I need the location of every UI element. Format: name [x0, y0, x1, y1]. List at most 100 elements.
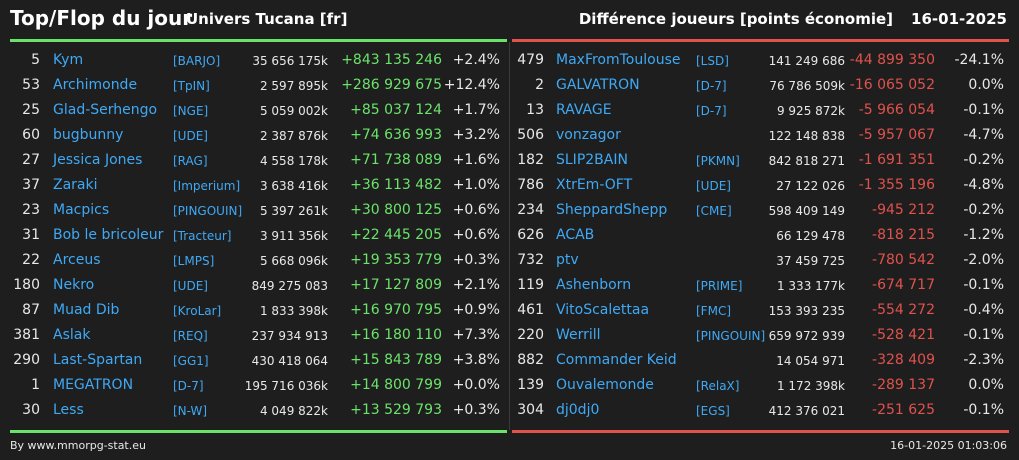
- player-name-link[interactable]: Arceus: [53, 252, 101, 268]
- guild-tag-link[interactable]: [KroLar]: [173, 304, 222, 318]
- guild-tag-link[interactable]: [PKMN]: [696, 154, 740, 168]
- percent-change: +1.7%: [452, 102, 500, 118]
- points-difference: -780 542: [872, 252, 935, 268]
- guild-tag-link[interactable]: [PRIME]: [696, 279, 743, 293]
- guild-tag-link[interactable]: [FMC]: [696, 304, 731, 318]
- player-row: 234 SheppardShepp [CME] 598 409 149 -945 212…: [510, 198, 1019, 223]
- player-name-link[interactable]: Ashenborn: [556, 277, 632, 293]
- player-name-link[interactable]: GALVATRON: [556, 77, 640, 93]
- guild-tag-link[interactable]: [LMPS]: [173, 254, 215, 268]
- player-points: 35 656 175k: [252, 54, 328, 68]
- player-name-link[interactable]: Zaraki: [53, 177, 98, 193]
- percent-change: +0.6%: [452, 227, 500, 243]
- player-name-link[interactable]: Muad Dib: [53, 302, 120, 318]
- player-row: 304 dj0dj0 [EGS] 412 376 021 -251 625 -0.1%: [510, 398, 1019, 423]
- page-title: Top/Flop du jour: [10, 6, 193, 30]
- player-points: 412 376 021: [768, 404, 845, 418]
- points-difference: +14 800 799: [350, 377, 442, 393]
- guild-tag-link[interactable]: [TpIN]: [173, 79, 210, 93]
- player-name-link[interactable]: Nekro: [53, 277, 95, 293]
- player-name-link[interactable]: vonzagor: [556, 127, 621, 143]
- guild-tag-link[interactable]: [REQ]: [173, 329, 208, 343]
- footer-credit-link[interactable]: By www.mmorpg-stat.eu: [10, 439, 146, 452]
- flop-divider-red: [512, 39, 1009, 42]
- points-difference: +74 636 993: [350, 127, 442, 143]
- footer-timestamp: 16-01-2025 01:03:06: [890, 439, 1007, 452]
- player-name-link[interactable]: ACAB: [556, 227, 595, 243]
- player-name-link[interactable]: Ouvalemonde: [556, 377, 654, 393]
- guild-tag-link[interactable]: [BARJO]: [173, 54, 221, 68]
- player-row: 37 Zaraki [Imperium] 3 638 416k +36 113 482 +…: [0, 173, 509, 198]
- guild-tag-link[interactable]: [UDE]: [696, 179, 731, 193]
- guild-tag-link[interactable]: [CME]: [696, 204, 732, 218]
- player-name-link[interactable]: dj0dj0: [556, 402, 600, 418]
- points-difference: -44 899 350: [849, 52, 935, 68]
- player-name-link[interactable]: XtrEm-OFT: [556, 177, 633, 193]
- points-difference: -674 717: [872, 277, 935, 293]
- player-name-link[interactable]: Archimonde: [53, 77, 138, 93]
- guild-tag-link[interactable]: [Imperium]: [173, 179, 241, 193]
- player-name-link[interactable]: RAVAGE: [556, 102, 612, 118]
- player-points: 1 172 398k: [776, 379, 845, 393]
- player-name-link[interactable]: MEGATRON: [53, 377, 134, 393]
- player-rank: 22: [22, 252, 40, 268]
- player-points: 1 333 177k: [776, 279, 845, 293]
- guild-tag-link[interactable]: [GG1]: [173, 354, 209, 368]
- player-row: 479 MaxFromToulouse [LSD] 141 249 686 -44 89…: [510, 48, 1019, 73]
- player-points: 5 397 261k: [259, 204, 328, 218]
- player-rank: 626: [517, 227, 544, 243]
- guild-tag-link[interactable]: [PINGOUIN]: [696, 329, 766, 343]
- player-name-link[interactable]: Less: [53, 402, 84, 418]
- player-rank: 304: [517, 402, 544, 418]
- player-row: 180 Nekro [UDE] 849 275 083 +17 127 809 +2.1%: [0, 273, 509, 298]
- player-name-link[interactable]: VitoScalettaa: [556, 302, 650, 318]
- guild-tag-link[interactable]: [RAG]: [173, 154, 208, 168]
- player-name-link[interactable]: ptv: [556, 252, 579, 268]
- player-rank: 2: [535, 77, 544, 93]
- player-rank: 30: [22, 402, 40, 418]
- player-name-link[interactable]: SLIP2BAIN: [556, 152, 628, 168]
- percent-change: -0.2%: [963, 152, 1004, 168]
- player-points: 659 972 939: [768, 329, 845, 343]
- player-row: 626 ACAB 66 129 478 -818 215 -1.2%: [510, 223, 1019, 248]
- player-name-link[interactable]: SheppardShepp: [556, 202, 668, 218]
- percent-change: -24.1%: [954, 52, 1004, 68]
- player-name-link[interactable]: bugbunny: [53, 127, 124, 143]
- player-name-link[interactable]: Werrill: [556, 327, 601, 343]
- top-gainers-list: 5 Kym [BARJO] 35 656 175k +843 135 246 +2.4% 5…: [0, 48, 509, 423]
- percent-change: 0.0%: [968, 377, 1004, 393]
- player-name-link[interactable]: Macpics: [53, 202, 110, 218]
- guild-tag-link[interactable]: [NGE]: [173, 104, 209, 118]
- guild-tag-link[interactable]: [D-7]: [173, 379, 204, 393]
- player-name-link[interactable]: Jessica Jones: [53, 152, 143, 168]
- header-metric-date: Différence joueurs [points économie] 16-0…: [579, 10, 1007, 28]
- player-name-link[interactable]: Bob le bricoleur: [53, 227, 164, 243]
- points-difference: -289 137: [872, 377, 935, 393]
- player-points: 5 668 096k: [259, 254, 328, 268]
- guild-tag-link[interactable]: [UDE]: [173, 279, 208, 293]
- guild-tag-link[interactable]: [D-7]: [696, 79, 727, 93]
- percent-change: +3.2%: [452, 127, 500, 143]
- guild-tag-link[interactable]: [UDE]: [173, 129, 208, 143]
- player-name-link[interactable]: MaxFromToulouse: [556, 52, 681, 68]
- player-row: 381 Aslak [REQ] 237 934 913 +16 180 110 +7.3%: [0, 323, 509, 348]
- player-name-link[interactable]: Kym: [53, 52, 84, 68]
- player-row: 23 Macpics [PINGOUIN] 5 397 261k +30 800 125…: [0, 198, 509, 223]
- percent-change: -0.1%: [963, 102, 1004, 118]
- guild-tag-link[interactable]: [EGS]: [696, 404, 730, 418]
- player-name-link[interactable]: Aslak: [53, 327, 91, 343]
- guild-tag-link[interactable]: [RelaX]: [696, 379, 740, 393]
- guild-tag-link[interactable]: [Tracteur]: [173, 229, 232, 243]
- percent-change: +1.6%: [452, 152, 500, 168]
- guild-tag-link[interactable]: [LSD]: [696, 54, 729, 68]
- guild-tag-link[interactable]: [D-7]: [696, 104, 727, 118]
- guild-tag-link[interactable]: [PINGOUIN]: [173, 204, 243, 218]
- player-rank: 786: [517, 177, 544, 193]
- player-name-link[interactable]: Commander Keid: [556, 352, 677, 368]
- percent-change: -0.1%: [963, 402, 1004, 418]
- guild-tag-link[interactable]: [N-W]: [173, 404, 208, 418]
- player-rank: 139: [517, 377, 544, 393]
- player-name-link[interactable]: Glad-Serhengo: [53, 102, 158, 118]
- player-name-link[interactable]: Last-Spartan: [53, 352, 143, 368]
